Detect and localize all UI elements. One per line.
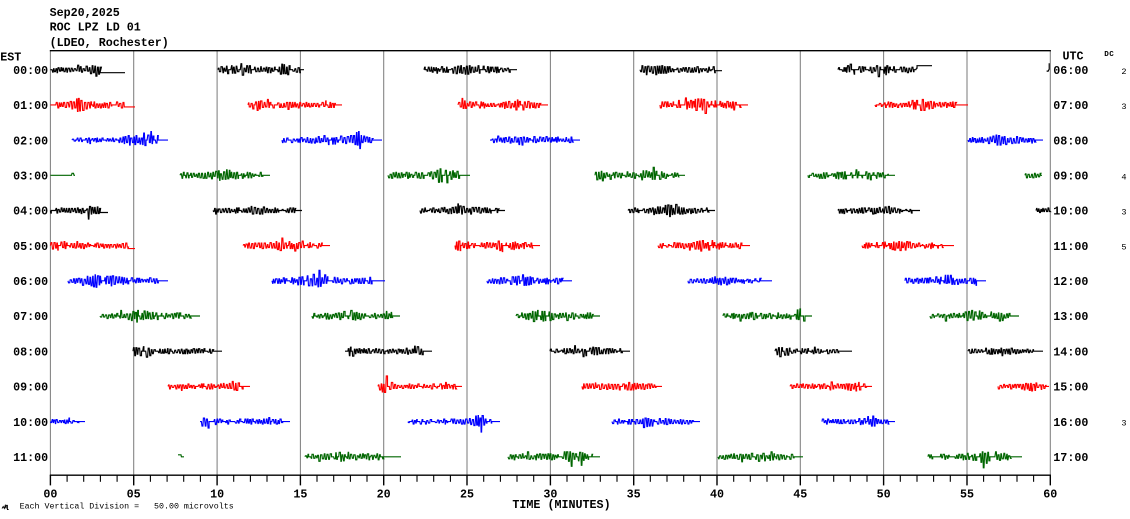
svg-text:00:00: 00:00 [13,64,48,78]
svg-text:13:00: 13:00 [1053,310,1088,324]
svg-text:09:00: 09:00 [1053,170,1088,184]
svg-text:17:00: 17:00 [1053,451,1088,465]
svg-text:ROC LPZ LD 01: ROC LPZ LD 01 [50,21,141,35]
svg-text:30: 30 [543,487,557,501]
svg-text:08:00: 08:00 [13,345,48,359]
svg-text:EST: EST [0,50,21,64]
svg-text:06:00: 06:00 [13,275,48,289]
svg-text:(LDEO, Rochester): (LDEO, Rochester) [50,36,169,50]
svg-text:06:00: 06:00 [1053,64,1088,78]
svg-text:2: 2 [1121,67,1126,77]
svg-text:3: 3 [1121,208,1126,218]
svg-text:09:00: 09:00 [13,381,48,395]
svg-text:15:00: 15:00 [1053,381,1088,395]
svg-text:14:00: 14:00 [1053,345,1088,359]
svg-text:55: 55 [960,487,974,501]
svg-text:05: 05 [127,487,141,501]
svg-text:11:00: 11:00 [13,451,48,465]
svg-text:UTC: UTC [1063,50,1084,64]
svg-text:16:00: 16:00 [1053,416,1088,430]
svg-text:10:00: 10:00 [1053,205,1088,219]
svg-text:25: 25 [460,487,474,501]
svg-text:3: 3 [1121,419,1126,429]
svg-text:40: 40 [710,487,724,501]
svg-text:5: 5 [1121,243,1126,253]
svg-text:11:00: 11:00 [1053,240,1088,254]
svg-text:04:00: 04:00 [13,205,48,219]
svg-text:60: 60 [1043,487,1057,501]
svg-text:08:00: 08:00 [1053,134,1088,148]
svg-text:15: 15 [293,487,307,501]
svg-text:07:00: 07:00 [1053,99,1088,113]
svg-text:10: 10 [210,487,224,501]
svg-text:50: 50 [877,487,891,501]
svg-text:DC: DC [1104,51,1114,59]
svg-text:02:00: 02:00 [13,134,48,148]
svg-text:12:00: 12:00 [1053,275,1088,289]
svg-text:3: 3 [1121,102,1126,112]
svg-text:07:00: 07:00 [13,310,48,324]
svg-text:05:00: 05:00 [13,240,48,254]
svg-text:TIME (MINUTES): TIME (MINUTES) [512,498,610,512]
svg-text:10:00: 10:00 [13,416,48,430]
svg-text:35: 35 [627,487,641,501]
svg-text:Each Vertical Division = 50.: Each Vertical Division = 50.00 microvolt… [20,501,234,511]
svg-text:Sep20,2025: Sep20,2025 [50,6,120,20]
svg-text:4: 4 [1121,172,1126,182]
svg-text:45: 45 [793,487,807,501]
svg-text:00: 00 [43,487,57,501]
svg-text:01:00: 01:00 [13,99,48,113]
svg-text:20: 20 [377,487,391,501]
svg-text:03:00: 03:00 [13,170,48,184]
